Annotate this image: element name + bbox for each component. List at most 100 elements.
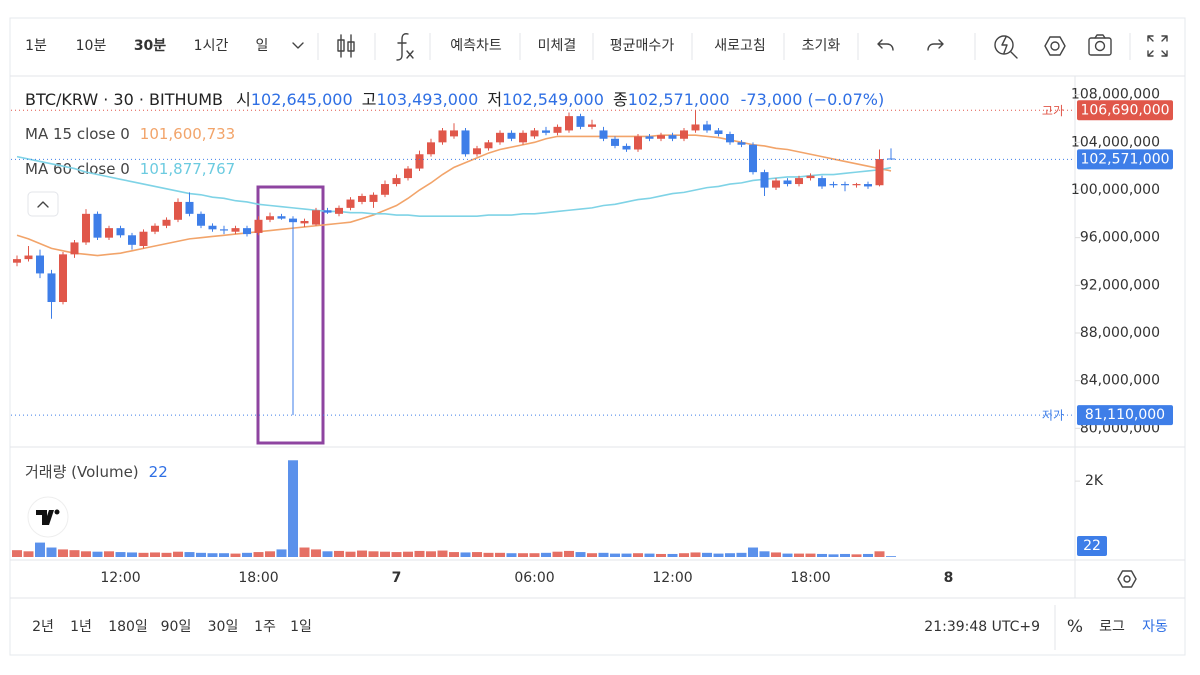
interval-button[interactable]: 30분 [134, 38, 166, 54]
action-button[interactable]: 미체결 [538, 38, 577, 54]
candle-body [806, 175, 815, 179]
candle-body [392, 178, 401, 185]
ma-legend: MA 60 close 0 101,877,767 [25, 160, 235, 178]
low-tag [1077, 405, 1173, 426]
y-tick-label: 88,000,000 [1080, 325, 1160, 341]
interval-button[interactable]: 1시간 [194, 38, 229, 54]
ohlc-value: 102,549,000 [502, 90, 604, 109]
volume-bar [771, 552, 781, 557]
interval-dropdown[interactable] [292, 42, 304, 49]
screenshot-button[interactable] [1088, 34, 1112, 56]
volume-bar [782, 553, 793, 557]
candle-body [691, 124, 700, 131]
candle-body [461, 130, 470, 155]
candle-body [657, 135, 665, 139]
highlight-box [256, 185, 325, 445]
candle-body [668, 135, 677, 139]
volume-bar [794, 553, 804, 557]
volume-bar [288, 460, 298, 557]
volume-bar [863, 553, 873, 557]
range-button[interactable]: 1주 [254, 619, 276, 635]
interval-button[interactable]: 10분 [76, 38, 107, 54]
volume-bar [633, 553, 643, 557]
volume-bar [598, 552, 609, 557]
volume-bar [449, 552, 459, 557]
range-button[interactable]: 2년 [32, 619, 54, 635]
candle-body [875, 159, 884, 186]
volume-bar [368, 551, 379, 557]
frame [9, 17, 1186, 656]
candle-body [772, 180, 780, 188]
candle-body [266, 216, 274, 220]
high-label: 고가 [1042, 104, 1064, 118]
tradingview-logo [27, 496, 69, 538]
candle-body [749, 144, 757, 173]
volume-bar [621, 553, 632, 557]
ohlc-value: 102,571,000 [628, 90, 730, 109]
action-button[interactable]: 새로고침 [714, 38, 766, 54]
redo-button[interactable] [927, 39, 944, 51]
volume-bar [564, 550, 574, 557]
candle-body [415, 154, 424, 169]
collapse-legend-button[interactable] [27, 191, 59, 217]
fullscreen-button[interactable] [1147, 35, 1168, 57]
candle-body [24, 255, 33, 260]
auto-toggle[interactable]: 자동 [1142, 619, 1168, 635]
indicator-button[interactable] [396, 33, 414, 61]
candle-body [553, 126, 562, 133]
candle-body [13, 259, 21, 263]
volume-bar [58, 549, 68, 557]
candle-body [864, 184, 872, 187]
range-button[interactable]: 1일 [290, 619, 312, 635]
volume-bar [253, 552, 264, 557]
candle-body [496, 132, 504, 143]
range-button[interactable]: 90일 [161, 619, 192, 635]
alert-button[interactable] [994, 35, 1018, 59]
axis-settings-button[interactable] [1117, 570, 1137, 588]
ma-value: 101,877,767 [140, 160, 235, 178]
interval-button[interactable]: 1분 [25, 38, 47, 54]
range-button[interactable]: 30일 [208, 619, 239, 635]
action-button[interactable]: 예측차트 [450, 38, 502, 54]
chart-type-button[interactable] [337, 34, 355, 58]
candle-body [128, 235, 136, 245]
volume-bar [276, 549, 287, 557]
volume-bar [69, 550, 80, 557]
candle-body [645, 136, 654, 139]
volume-bar [161, 552, 172, 557]
x-tick-label: 18:00 [238, 570, 278, 586]
candle-body [254, 219, 263, 233]
action-button[interactable]: 평균매수가 [610, 38, 675, 54]
percent-toggle[interactable]: % [1067, 617, 1083, 637]
volume-bar [230, 553, 241, 557]
volume-bar [345, 551, 356, 557]
candle-body [277, 216, 286, 219]
candle-body [70, 242, 79, 255]
action-button[interactable]: 초기화 [802, 38, 841, 54]
footer: 2년 1년 180일 90일 30일 1주 1일 21:39:48 UTC+9 … [32, 617, 1168, 637]
ohlc-label: 시 [236, 90, 251, 109]
last-tag [1077, 149, 1173, 170]
volume-bar [414, 550, 425, 557]
undo-button[interactable] [877, 39, 894, 51]
candle-body [519, 132, 527, 143]
volume-bar [713, 553, 724, 557]
candle-body [783, 180, 792, 185]
volume-tag [1077, 536, 1107, 556]
volume-bar [46, 547, 57, 557]
range-button[interactable]: 180일 [108, 619, 148, 635]
log-toggle[interactable]: 로그 [1099, 619, 1125, 635]
candle-body [507, 132, 516, 139]
candle-body [588, 124, 596, 127]
high-tag [1077, 100, 1173, 121]
volume-bar [851, 554, 862, 557]
settings-button[interactable] [1044, 36, 1066, 56]
volume-bar [506, 553, 517, 557]
range-button[interactable]: 1년 [70, 619, 92, 635]
volume-name: 거래량 (Volume) [25, 463, 139, 481]
candle-body [208, 225, 217, 230]
interval-button[interactable]: 일 [256, 38, 269, 54]
candle-body [530, 130, 539, 137]
candle-body [542, 130, 550, 133]
